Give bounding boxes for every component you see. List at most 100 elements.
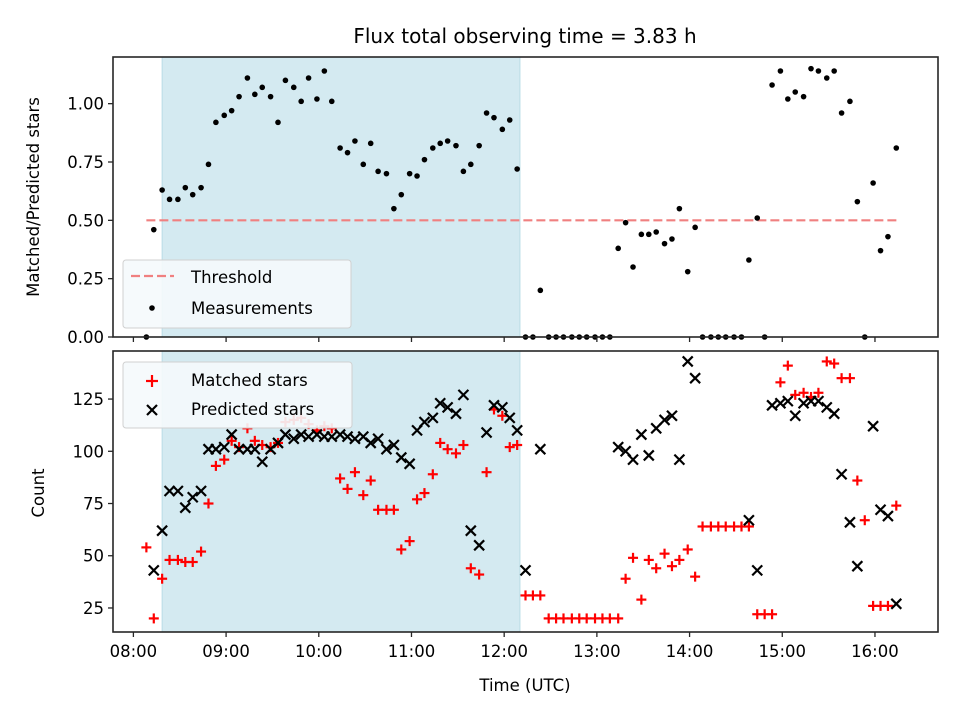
y-tick-label: 1.00: [67, 95, 104, 114]
matched-star-point: [775, 377, 786, 388]
measurement-point: [885, 233, 891, 240]
predicted-star-point: [658, 414, 671, 426]
measurement-point: [367, 140, 374, 147]
legend-predicted-swatch: [146, 404, 158, 416]
y-tick-label: 0.25: [67, 270, 104, 289]
predicted-star-point: [650, 422, 662, 435]
predicted-star-point: [418, 416, 431, 428]
predicted-star-point: [380, 443, 393, 455]
measurement-point: [375, 168, 381, 175]
x-tick-label: 15:00: [758, 642, 806, 661]
predicted-star-point: [635, 428, 648, 441]
matched-star-point: [690, 571, 701, 582]
measurement-point: [321, 68, 328, 74]
measurement-point: [661, 240, 668, 247]
matched-star-point: [829, 358, 840, 369]
matched-star-point: [419, 488, 430, 499]
matched-star-point: [535, 590, 546, 601]
predicted-star-point: [681, 355, 694, 368]
measurement-point: [692, 224, 698, 231]
y-tick-label: 50: [83, 547, 104, 566]
matched-star-point: [427, 469, 438, 480]
measurement-point: [437, 140, 444, 147]
matched-star-point: [798, 387, 809, 398]
predicted-star-point: [882, 510, 894, 522]
matched-star-point: [636, 594, 647, 605]
matched-star-point: [697, 521, 708, 532]
measurement-point: [159, 187, 165, 193]
matched-star-point: [442, 444, 453, 455]
predicted-star-point: [395, 451, 408, 464]
measurement-point: [252, 91, 258, 98]
predicted-star-point: [534, 443, 547, 455]
predicted-star-point: [279, 428, 292, 441]
matched-star-point: [628, 552, 639, 563]
predicted-star-point: [751, 564, 764, 577]
predicted-star-point: [480, 426, 493, 439]
top-plot-marks: [143, 65, 900, 340]
predicted-star-point: [186, 491, 199, 504]
predicted-star-point: [743, 514, 755, 527]
top-y-ticks: 0.00 0.25 0.50 0.75 1.00: [67, 95, 876, 347]
bottom-axes-frame: [112, 350, 939, 633]
measurement-point: [630, 264, 636, 270]
matched-star-point: [659, 548, 670, 559]
measurement-point: [444, 138, 451, 144]
matched-star-point: [836, 373, 847, 384]
measurement-point: [198, 184, 204, 191]
matched-star-point: [821, 356, 832, 367]
x-tick-label: 11:00: [388, 642, 436, 661]
legend-matched-swatch: [146, 375, 158, 387]
measurement-point: [175, 196, 181, 203]
measurement-point: [275, 119, 281, 126]
predicted-star-point: [503, 412, 516, 424]
predicted-star-point: [249, 443, 261, 455]
predicted-star-point: [766, 399, 778, 412]
matched-star-point: [450, 448, 461, 459]
x-tick-label: 10:00: [295, 642, 343, 661]
measurement-point: [344, 149, 351, 156]
predicted-star-point: [643, 449, 655, 462]
predicted-star-point: [673, 453, 686, 466]
predicted-star-point: [441, 401, 454, 414]
matched-star-point: [474, 569, 485, 580]
predicted-star-point: [210, 443, 222, 455]
predicted-star-point: [148, 564, 160, 577]
measurement-point: [430, 145, 436, 151]
matched-star-point: [187, 557, 198, 568]
x-tick-label: 08:00: [110, 642, 158, 661]
measurement-point: [290, 84, 297, 91]
matched-star-point: [512, 440, 523, 451]
measurement-point: [746, 257, 752, 263]
predicted-star-point: [890, 598, 903, 610]
x-tick-label: 12:00: [480, 642, 528, 661]
measurement-point: [468, 161, 474, 168]
measurement-point: [769, 82, 775, 88]
matched-star-point: [203, 498, 214, 509]
predicted-star-point: [364, 437, 377, 449]
measurement-point: [537, 287, 544, 294]
matched-star-point: [365, 475, 376, 486]
predicted-star-point: [488, 399, 500, 412]
measurement-point: [785, 96, 791, 102]
measurement-point: [328, 98, 335, 105]
matched-star-point: [358, 490, 369, 501]
measurement-point: [499, 126, 506, 133]
measurement-point: [182, 184, 189, 191]
legend-matched-label: Matched stars: [191, 371, 308, 390]
matched-star-point: [465, 563, 476, 574]
predicted-star-point: [782, 395, 794, 407]
measurement-point: [638, 231, 645, 238]
y-tick-label: 0.50: [67, 211, 104, 230]
top-y-axis-label: Matched/Predicted stars: [24, 97, 43, 297]
measurement-point: [669, 236, 675, 242]
matched-star-point: [249, 435, 260, 446]
predicted-star-point: [867, 420, 879, 432]
measurement-point: [305, 75, 312, 81]
x-tick-label: 09:00: [202, 642, 250, 661]
matched-star-point: [373, 504, 384, 515]
predicted-star-point: [851, 560, 864, 572]
bottom-legend: Matched stars Predicted stars: [122, 361, 353, 429]
measurement-point: [622, 219, 629, 226]
top-legend-box: [122, 259, 352, 329]
